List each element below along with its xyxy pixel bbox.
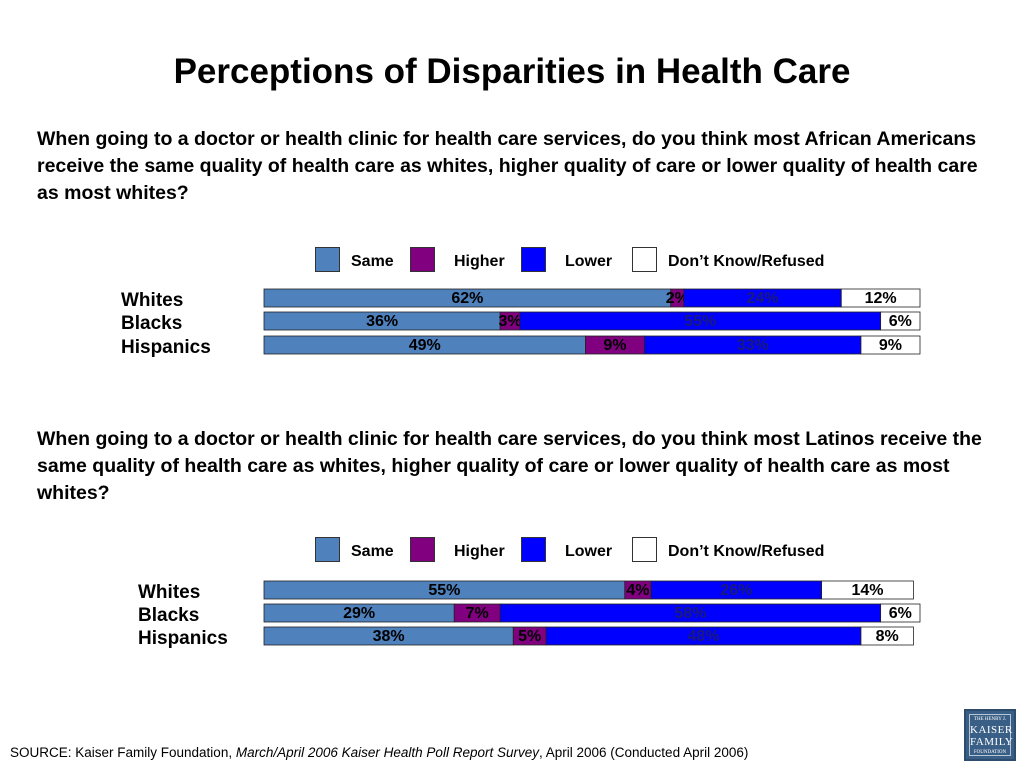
data-label-blacks-don-t-know-refused: 6% xyxy=(889,605,912,622)
bar-blacks-don-t-know-refused xyxy=(880,311,921,331)
page-title: Perceptions of Disparities in Health Car… xyxy=(173,52,851,91)
data-label-hispanics-don-t-know-refused: 9% xyxy=(879,337,902,354)
legend-swatch-dont-know xyxy=(632,537,657,562)
data-label-whites-higher: 4% xyxy=(626,582,649,599)
data-label-whites-lower: 26% xyxy=(720,582,752,599)
legend-2: Same Higher Lower Don’t Know/Refused xyxy=(315,537,935,567)
data-label-blacks-same: 36% xyxy=(366,313,398,330)
legend-swatch-dont-know xyxy=(632,247,657,272)
source-prefix: SOURCE: Kaiser Family Foundation, xyxy=(10,745,236,760)
logo-border: THE HENRY J. KAISER FAMILY FOUNDATION xyxy=(969,714,1014,756)
kaiser-logo: THE HENRY J. KAISER FAMILY FOUNDATION xyxy=(964,709,1016,761)
data-label-blacks-higher: 7% xyxy=(466,605,489,622)
data-label-blacks-higher: 3% xyxy=(498,313,521,330)
category-label-blacks: Blacks xyxy=(138,605,199,626)
question-latinos: When going to a doctor or health clinic … xyxy=(37,428,982,504)
legend-label-lower: Lower xyxy=(565,543,613,560)
logo-text-kaiser: KAISER xyxy=(970,724,1013,736)
logo-text-foundation: FOUNDATION xyxy=(973,750,1007,755)
bar-whites-don-t-know-refused xyxy=(840,288,921,308)
legend-label-same: Same xyxy=(351,253,394,270)
data-label-whites-don-t-know-refused: 14% xyxy=(852,582,884,599)
legend-swatch-same xyxy=(315,537,340,562)
data-label-hispanics-lower: 33% xyxy=(737,337,769,354)
data-label-whites-don-t-know-refused: 12% xyxy=(865,290,897,307)
data-label-hispanics-higher: 5% xyxy=(518,628,541,645)
stacked-bar-chart-1: Whites 62% 2% 24% 12% Blacks 36% 3% 55% 6% Hispani… xyxy=(121,288,921,358)
data-label-whites-same: 62% xyxy=(451,290,483,307)
category-label-whites: Whites xyxy=(121,290,183,311)
data-label-whites-same: 55% xyxy=(428,582,460,599)
bar-whites-don-t-know-refused xyxy=(821,580,914,600)
source-suffix: , April 2006 (Conducted April 2006) xyxy=(538,745,749,760)
question-african-americans: When going to a doctor or health clinic … xyxy=(37,128,978,204)
data-label-hispanics-lower: 48% xyxy=(688,628,720,645)
data-label-hispanics-same: 38% xyxy=(373,628,405,645)
data-label-blacks-lower: 55% xyxy=(684,313,716,330)
data-label-blacks-don-t-know-refused: 6% xyxy=(889,313,912,330)
bar-hispanics-don-t-know-refused xyxy=(860,335,921,355)
category-label-whites: Whites xyxy=(138,582,200,603)
bar-hispanics-don-t-know-refused xyxy=(860,626,914,646)
legend-1: Same Higher Lower Don’t Know/Refused xyxy=(315,247,935,277)
stacked-bar-chart-2: Whites 55% 4% 26% 14% Blacks 29% 7% 58% 6% Hispani… xyxy=(138,580,921,649)
data-label-hispanics-don-t-know-refused: 8% xyxy=(876,628,899,645)
data-label-blacks-lower: 58% xyxy=(674,605,706,622)
legend-swatch-higher xyxy=(410,247,435,272)
legend-label-dont-know: Don’t Know/Refused xyxy=(668,543,825,560)
data-label-whites-higher: 2% xyxy=(666,290,689,307)
category-label-blacks: Blacks xyxy=(121,313,182,334)
category-label-hispanics: Hispanics xyxy=(121,337,211,358)
legend-swatch-same xyxy=(315,247,340,272)
legend-label-dont-know: Don’t Know/Refused xyxy=(668,253,825,270)
logo-text-top: THE HENRY J. xyxy=(973,717,1007,722)
legend-label-same: Same xyxy=(351,543,394,560)
bar-blacks-don-t-know-refused xyxy=(880,603,921,623)
legend-swatch-lower xyxy=(521,537,546,562)
legend-label-higher: Higher xyxy=(454,543,505,560)
source-survey-title: March/April 2006 Kaiser Health Poll Repo… xyxy=(235,745,539,760)
data-label-hispanics-higher: 9% xyxy=(603,337,626,354)
data-label-whites-lower: 24% xyxy=(747,290,779,307)
legend-swatch-higher xyxy=(410,537,435,562)
data-label-blacks-same: 29% xyxy=(343,605,375,622)
legend-label-lower: Lower xyxy=(565,253,613,270)
logo-text-family: FAMILY xyxy=(970,736,1014,748)
legend-swatch-lower xyxy=(521,247,546,272)
source-note: SOURCE: Kaiser Family Foundation, March/… xyxy=(10,745,748,760)
category-label-hispanics: Hispanics xyxy=(138,628,228,649)
legend-label-higher: Higher xyxy=(454,253,505,270)
data-label-hispanics-same: 49% xyxy=(409,337,441,354)
